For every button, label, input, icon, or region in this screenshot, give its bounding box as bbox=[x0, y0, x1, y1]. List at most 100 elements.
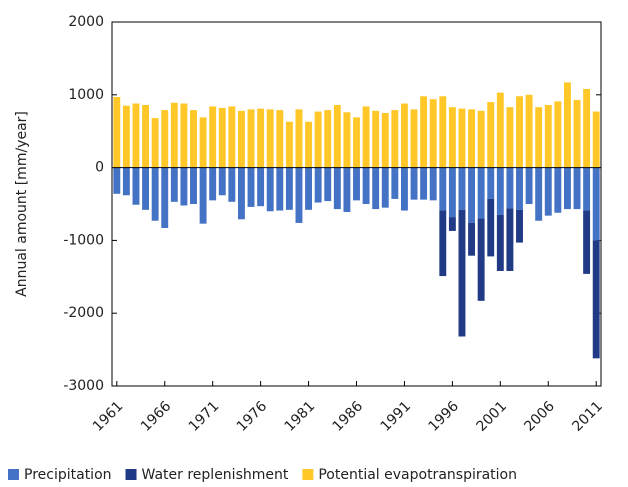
bar bbox=[583, 88, 591, 168]
bar bbox=[592, 111, 600, 168]
bar bbox=[420, 167, 428, 200]
bar bbox=[209, 106, 217, 168]
x-tick-label: 1966 bbox=[138, 398, 175, 435]
bar bbox=[496, 167, 504, 215]
bar bbox=[477, 110, 485, 168]
y-axis-title: Annual amount [mm/year] bbox=[14, 111, 30, 297]
bar bbox=[190, 110, 197, 168]
bar bbox=[305, 167, 313, 210]
bar bbox=[496, 92, 504, 168]
x-tick-label: 1961 bbox=[90, 398, 127, 435]
bar bbox=[516, 209, 523, 243]
bar bbox=[285, 167, 293, 210]
bar bbox=[343, 167, 351, 213]
bar bbox=[458, 167, 466, 210]
bar bbox=[583, 210, 591, 274]
bar bbox=[468, 167, 476, 223]
bar bbox=[247, 109, 255, 168]
bar bbox=[276, 110, 284, 168]
x-tick-label: 1981 bbox=[282, 398, 319, 435]
bar bbox=[583, 167, 591, 211]
legend-label: Water replenishment bbox=[142, 467, 289, 483]
x-tick-label: 1991 bbox=[378, 398, 415, 435]
bar bbox=[477, 167, 485, 219]
bar bbox=[429, 167, 437, 201]
bar bbox=[487, 198, 495, 257]
x-tick-label: 2011 bbox=[569, 398, 606, 435]
bar bbox=[190, 167, 197, 204]
bar bbox=[458, 108, 466, 168]
x-tick-label: 1996 bbox=[426, 398, 463, 435]
bar bbox=[525, 167, 533, 204]
bar bbox=[132, 167, 140, 205]
bar bbox=[353, 117, 360, 168]
bar bbox=[381, 113, 389, 168]
bar bbox=[362, 106, 370, 168]
bar bbox=[257, 167, 265, 207]
x-tick-label: 1976 bbox=[234, 398, 271, 435]
bar bbox=[314, 111, 322, 168]
bar bbox=[151, 118, 159, 168]
bar bbox=[372, 110, 380, 168]
bar bbox=[237, 167, 245, 220]
bar bbox=[170, 102, 178, 168]
bar bbox=[228, 167, 236, 202]
x-tick-label: 2006 bbox=[521, 398, 558, 435]
y-tick-label: 0 bbox=[95, 160, 104, 176]
bar bbox=[563, 82, 571, 168]
bar bbox=[410, 109, 418, 168]
bar bbox=[142, 104, 150, 168]
bar bbox=[257, 108, 265, 168]
bar bbox=[516, 167, 523, 210]
y-tick-label: 2000 bbox=[68, 14, 104, 30]
x-tick-label: 1986 bbox=[330, 398, 367, 435]
y-tick-label: -1000 bbox=[63, 232, 104, 248]
bar bbox=[180, 167, 188, 206]
bar bbox=[506, 167, 514, 209]
bar bbox=[516, 96, 523, 168]
bar bbox=[448, 167, 456, 218]
bar bbox=[496, 214, 504, 271]
bar bbox=[400, 167, 408, 211]
bar bbox=[295, 109, 303, 168]
bar bbox=[218, 167, 226, 196]
bar bbox=[343, 112, 351, 168]
bar bbox=[285, 121, 293, 168]
bar bbox=[324, 167, 332, 202]
bar bbox=[266, 167, 274, 212]
bar bbox=[400, 103, 408, 168]
x-tick-label: 2001 bbox=[473, 398, 510, 435]
bar bbox=[420, 96, 428, 168]
bar bbox=[199, 117, 207, 168]
bar bbox=[218, 107, 226, 168]
bar bbox=[122, 167, 130, 196]
x-tick-label: 1971 bbox=[186, 398, 223, 435]
bar bbox=[592, 240, 600, 359]
bar bbox=[544, 104, 552, 168]
bar bbox=[295, 167, 303, 223]
bar bbox=[477, 218, 485, 301]
bar bbox=[228, 106, 236, 168]
bar bbox=[554, 101, 562, 168]
bar bbox=[353, 167, 360, 201]
bar bbox=[544, 167, 552, 216]
legend-label: Potential evapotranspiration bbox=[318, 467, 517, 483]
bar bbox=[180, 103, 188, 168]
bar bbox=[535, 167, 543, 221]
bar bbox=[381, 167, 389, 208]
bar bbox=[362, 167, 370, 204]
bar bbox=[391, 110, 399, 168]
bar bbox=[391, 167, 399, 199]
bar bbox=[439, 167, 447, 211]
bar bbox=[487, 102, 495, 168]
bar bbox=[592, 167, 600, 241]
bar bbox=[487, 167, 495, 199]
legend-swatch bbox=[125, 469, 137, 480]
legend-swatch bbox=[8, 469, 19, 480]
bar bbox=[314, 167, 322, 203]
bar bbox=[439, 96, 447, 168]
bar bbox=[237, 110, 245, 168]
bar bbox=[468, 222, 476, 256]
bar bbox=[333, 104, 341, 168]
